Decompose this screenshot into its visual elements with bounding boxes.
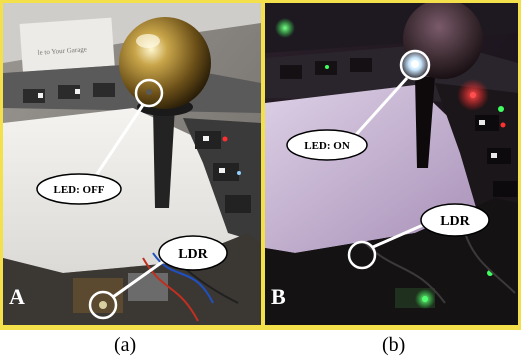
caption-a: (a) (114, 334, 137, 356)
panel-b-letter: B (271, 284, 286, 309)
caption-b: (b) (382, 334, 406, 356)
led-off-label: LED: OFF (53, 184, 104, 196)
garage-card (19, 17, 115, 72)
led-on-label: LED: ON (304, 140, 350, 152)
ldr-label-b: LDR (440, 214, 470, 229)
photo-panel-b: LED: ON LDR B (265, 3, 518, 325)
photo-panel-a: le to Your Garage (3, 3, 261, 325)
photo-b-image: LED: ON LDR (265, 3, 518, 325)
garage-card-text: le to Your Garage (37, 45, 87, 56)
photo-a-image: le to Your Garage (3, 3, 261, 325)
panel-a-letter: A (9, 284, 25, 309)
ldr-label-a: LDR (178, 247, 208, 262)
